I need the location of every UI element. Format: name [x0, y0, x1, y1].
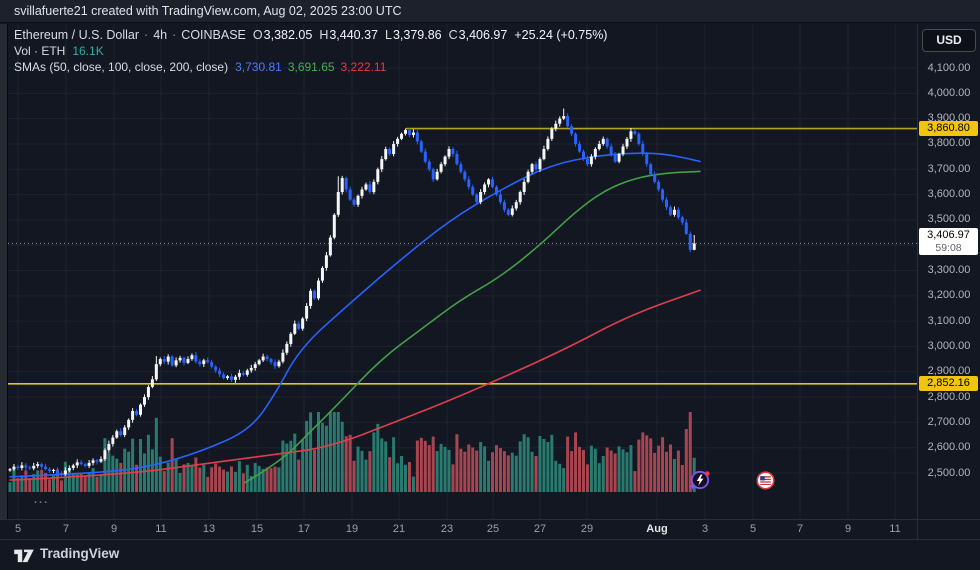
footer-bar: TradingView [0, 539, 980, 570]
last-price-label: 3,406.97 59:08 [919, 228, 978, 256]
sma-lines-layer [9, 152, 701, 484]
price-axis-label: 3,800.00 [927, 137, 971, 150]
time-axis-label: 25 [486, 523, 500, 535]
time-axis-label: Aug [646, 523, 668, 535]
volume-value: 16.1K [72, 44, 104, 58]
lightning-icon [689, 470, 710, 490]
ohlc-open-value: 3,382.05 [263, 28, 313, 42]
time-axis[interactable]: 5 7 9 11 13 15 17 19 21 23 25 27 29 Aug 3 5 7 9 11 [0, 519, 980, 540]
time-axis-label: 5 [14, 523, 22, 535]
time-axis-label: 11 [889, 523, 901, 535]
price-axis[interactable]: USD 4,100.00 4,000.00 3,900.00 3,800.00 3,70… [917, 24, 980, 519]
time-axis-label: 13 [202, 523, 216, 535]
tradingview-brand-text[interactable]: TradingView [40, 546, 120, 561]
time-axis-label: 29 [580, 523, 594, 535]
legend-separator: · [144, 28, 149, 42]
attribution-bar: svillafuerte21 created with TradingView.… [0, 0, 980, 23]
price-axis-label: 3,500.00 [927, 213, 971, 226]
price-axis-label: 3,700.00 [927, 162, 971, 175]
price-axis-label: 2,900.00 [927, 365, 971, 378]
last-price-value: 3,406.97 [927, 229, 970, 242]
sma-legend-row[interactable]: SMAs (50, close, 100, close, 200, close)… [14, 60, 607, 75]
price-axis-label: 3,200.00 [927, 289, 971, 302]
time-axis-label: 23 [440, 523, 454, 535]
price-change-value: +25.24 (+0.75%) [514, 28, 608, 42]
price-axis-label: 3,600.00 [927, 188, 971, 201]
bar-close-countdown: 59:08 [935, 242, 962, 255]
time-axis-label: 27 [533, 523, 547, 535]
price-axis-label: 3,000.00 [927, 339, 971, 352]
sma50-value: 3,730.81 [235, 60, 282, 74]
symbol-interval[interactable]: 4h [153, 28, 168, 42]
volume-legend-row[interactable]: Vol · ETH 16.1K [14, 44, 607, 59]
economic-event-icon[interactable] [756, 471, 775, 490]
symbol-legend-row[interactable]: Ethereum / U.S. Dollar · 4h · COINBASE O3,382… [14, 28, 607, 43]
time-axis-label: 17 [297, 523, 311, 535]
price-axis-label: 4,100.00 [927, 61, 971, 74]
grid-layer [8, 24, 917, 519]
tradingview-logo-icon[interactable] [13, 547, 35, 563]
price-axis-label: 2,500.00 [927, 466, 971, 479]
symbol-name[interactable]: Ethereum / U.S. Dollar [14, 28, 140, 42]
ohlc-low-value: 3,379.86 [392, 28, 442, 42]
left-edge-strip [0, 24, 8, 539]
time-axis-label: 11 [155, 523, 167, 535]
us-flag-icon [756, 471, 775, 490]
axis-corner-separator [917, 520, 918, 540]
price-axis-label: 2,800.00 [927, 390, 971, 403]
time-axis-label: 3 [701, 523, 709, 535]
candles-layer [8, 108, 696, 478]
ohlc-high-label: H [319, 28, 329, 42]
sma200-line [9, 289, 701, 481]
price-axis-label: 2,600.00 [927, 441, 971, 454]
price-axis-label: 4,000.00 [927, 86, 971, 99]
price-chart[interactable] [8, 24, 917, 519]
time-axis-label: 19 [345, 523, 359, 535]
sma200-value: 3,222.11 [340, 60, 387, 74]
volume-label[interactable]: Vol · ETH [14, 44, 66, 58]
time-axis-label: 7 [796, 523, 804, 535]
time-axis-label: 15 [250, 523, 264, 535]
time-axis-label: 9 [844, 523, 852, 535]
price-axis-label: 2,700.00 [927, 415, 971, 428]
ohlc-open-label: O [252, 28, 263, 42]
time-axis-label: 9 [110, 523, 118, 535]
ohlc-close-value: 3,406.97 [458, 28, 508, 42]
ohlc-low-label: L [385, 28, 392, 42]
time-axis-label: 5 [749, 523, 757, 535]
symbol-exchange[interactable]: COINBASE [181, 28, 246, 42]
currency-toggle-button[interactable]: USD [922, 29, 976, 52]
attribution-text: svillafuerte21 created with TradingView.… [14, 4, 402, 18]
ohlc-close-label: C [448, 28, 458, 42]
price-axis-label: 3,100.00 [927, 314, 971, 327]
sma-label[interactable]: SMAs (50, close, 100, close, 200, close) [14, 60, 229, 74]
support-price-label: 2,852.16 [919, 376, 978, 392]
legend-separator: · [172, 28, 177, 42]
time-axis-label: 21 [392, 523, 406, 535]
ohlc-high-value: 3,440.37 [329, 28, 379, 42]
resistance-price-label: 3,860.80 [919, 121, 978, 137]
sma50-line [9, 152, 701, 478]
pane-more-ellipsis[interactable]: ... [34, 494, 50, 506]
price-axis-label: 3,300.00 [927, 264, 971, 276]
chart-legend: Ethereum / U.S. Dollar · 4h · COINBASE O3,382… [14, 28, 607, 75]
crypto-event-icon[interactable] [689, 469, 711, 491]
sma100-line [244, 170, 701, 484]
horizontal-rays-layer [8, 127, 917, 385]
sma100-value: 3,691.65 [287, 60, 335, 74]
time-axis-label: 7 [62, 523, 70, 535]
